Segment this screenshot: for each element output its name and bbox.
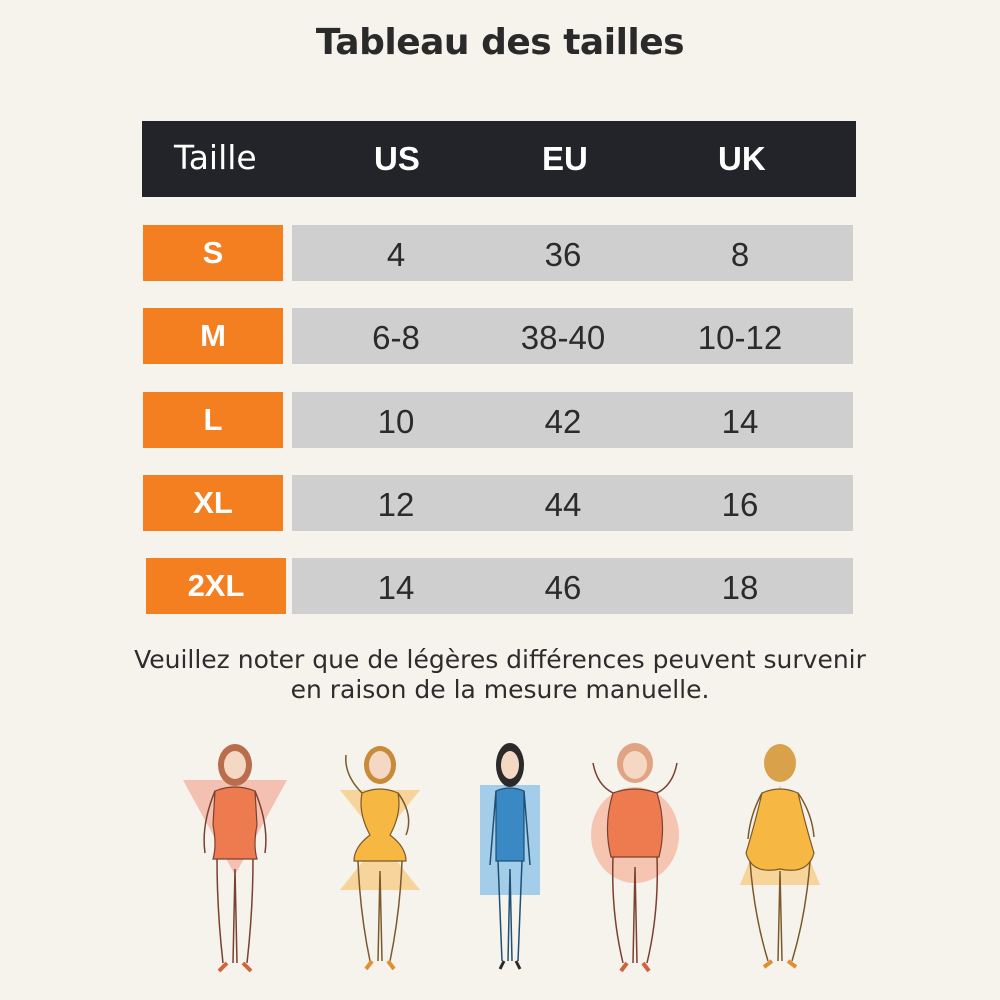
us-value: 10: [377, 403, 415, 440]
size-values: 4 36 8: [292, 225, 853, 281]
uk-value: 14: [721, 403, 759, 440]
eu-value: 44: [544, 486, 582, 523]
us-value: 6-8: [372, 319, 420, 356]
woman-body-shape-icon: [340, 746, 420, 971]
body-shape-illustrations: [0, 735, 1000, 985]
measurement-note: Veuillez noter que de légères différence…: [0, 645, 1000, 705]
eu-value: 36: [544, 236, 582, 273]
size-table-header: Taille US EU UK: [142, 121, 856, 197]
table-row: XL 12 44 16: [0, 475, 1000, 531]
size-label: M: [143, 308, 283, 364]
note-line-2: en raison de la mesure manuelle.: [290, 675, 710, 704]
woman-body-shape-icon: [480, 743, 540, 970]
table-row: L 10 42 14: [0, 392, 1000, 448]
woman-body-shape-icon: [740, 744, 820, 969]
uk-value: 18: [721, 569, 759, 606]
header-us: US: [374, 140, 420, 177]
woman-body-shape-icon: [591, 743, 679, 973]
uk-value: 10-12: [697, 319, 783, 356]
size-label: S: [143, 225, 283, 281]
eu-value: 46: [544, 569, 582, 606]
eu-value: 38-40: [520, 319, 606, 356]
uk-value: 8: [730, 236, 750, 273]
us-value: 14: [377, 569, 415, 606]
woman-body-shape-icon: [183, 744, 287, 973]
header-eu: EU: [542, 140, 588, 177]
us-value: 4: [386, 236, 406, 273]
size-values: 10 42 14: [292, 392, 853, 448]
size-label: XL: [143, 475, 283, 531]
size-label: L: [143, 392, 283, 448]
us-value: 12: [377, 486, 415, 523]
page-title: Tableau des tailles: [315, 22, 685, 63]
table-row: S 4 36 8: [0, 225, 1000, 281]
uk-value: 16: [721, 486, 759, 523]
header-taille: Taille: [174, 138, 257, 177]
note-line-1: Veuillez noter que de légères différence…: [134, 645, 866, 674]
size-values: 6-8 38-40 10-12: [292, 308, 853, 364]
table-row: 2XL 14 46 18: [0, 558, 1000, 614]
eu-value: 42: [544, 403, 582, 440]
header-uk: UK: [718, 140, 766, 177]
size-values: 12 44 16: [292, 475, 853, 531]
size-label: 2XL: [146, 558, 286, 614]
table-row: M 6-8 38-40 10-12: [0, 308, 1000, 364]
size-values: 14 46 18: [292, 558, 853, 614]
